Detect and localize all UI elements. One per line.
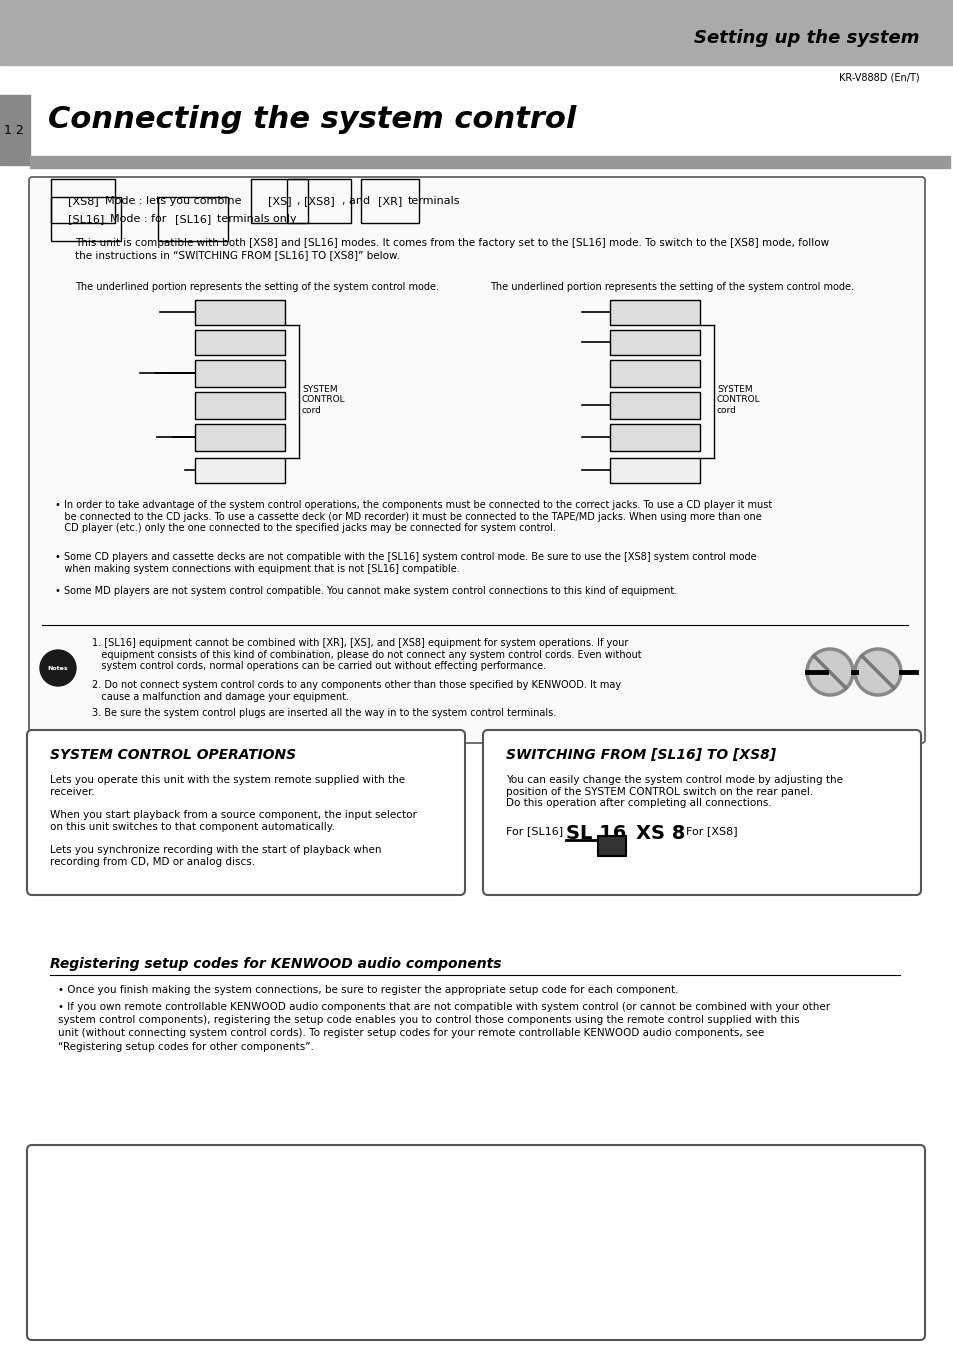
Bar bbox=[194, 330, 285, 355]
Text: [SL16]: [SL16] bbox=[174, 213, 211, 224]
Text: XS 8: XS 8 bbox=[636, 824, 684, 843]
Text: When you start playback from a source component, the input selector
on this unit: When you start playback from a source co… bbox=[50, 811, 416, 832]
Text: Connecting the system control: Connecting the system control bbox=[48, 105, 576, 135]
Text: This unit is compatible with both [XS8] and [SL16] modes. It comes from the fact: This unit is compatible with both [XS8] … bbox=[75, 238, 828, 259]
Bar bbox=[609, 424, 700, 451]
Bar bbox=[0, 95, 30, 165]
Text: ,: , bbox=[295, 196, 299, 205]
Text: • Some CD players and cassette decks are not compatible with the [SL16] system c: • Some CD players and cassette decks are… bbox=[55, 553, 756, 574]
Bar bbox=[194, 300, 285, 326]
Circle shape bbox=[854, 648, 900, 694]
Text: terminals: terminals bbox=[408, 196, 460, 205]
Bar bbox=[609, 392, 700, 419]
Bar bbox=[609, 458, 700, 484]
Text: SYSTEM
CONTROL
cord: SYSTEM CONTROL cord bbox=[717, 385, 760, 415]
Text: • If you own remote controllable KENWOOD audio components that are not compatibl: • If you own remote controllable KENWOOD… bbox=[58, 1002, 829, 1051]
Text: SYSTEM
CONTROL
cord: SYSTEM CONTROL cord bbox=[302, 385, 345, 415]
Bar bbox=[0, 0, 953, 65]
Text: [XS8]: [XS8] bbox=[68, 196, 99, 205]
Text: [XS]: [XS] bbox=[268, 196, 292, 205]
Text: The underlined portion represents the setting of the system control mode.: The underlined portion represents the se… bbox=[75, 282, 438, 292]
Text: [XS8]: [XS8] bbox=[304, 196, 335, 205]
Ellipse shape bbox=[40, 650, 76, 686]
Bar bbox=[609, 300, 700, 326]
Text: Setting up the system: Setting up the system bbox=[694, 28, 919, 47]
Text: • Once you finish making the system connections, be sure to register the appropr: • Once you finish making the system conn… bbox=[58, 985, 678, 994]
Text: terminals only: terminals only bbox=[216, 213, 296, 224]
Text: SYSTEM CONTROL OPERATIONS: SYSTEM CONTROL OPERATIONS bbox=[50, 748, 295, 762]
Text: The underlined portion represents the setting of the system control mode.: The underlined portion represents the se… bbox=[490, 282, 853, 292]
Bar bbox=[609, 330, 700, 355]
Text: 1 2: 1 2 bbox=[4, 123, 24, 136]
Bar bbox=[194, 392, 285, 419]
Circle shape bbox=[806, 648, 852, 694]
Bar bbox=[194, 359, 285, 386]
FancyBboxPatch shape bbox=[27, 1146, 924, 1340]
Text: [XR]: [XR] bbox=[377, 196, 402, 205]
Text: For [XS8]: For [XS8] bbox=[685, 825, 737, 836]
Text: • In order to take advantage of the system control operations, the components mu: • In order to take advantage of the syst… bbox=[55, 500, 771, 534]
FancyBboxPatch shape bbox=[27, 730, 464, 894]
Text: Registering setup codes for KENWOOD audio components: Registering setup codes for KENWOOD audi… bbox=[50, 957, 501, 971]
Bar bbox=[194, 458, 285, 484]
Bar bbox=[30, 155, 949, 168]
Text: Lets you operate this unit with the system remote supplied with the
receiver.: Lets you operate this unit with the syst… bbox=[50, 775, 405, 797]
Text: Mode : lets you combine: Mode : lets you combine bbox=[105, 196, 241, 205]
Text: SWITCHING FROM [SL16] TO [XS8]: SWITCHING FROM [SL16] TO [XS8] bbox=[505, 748, 776, 762]
Text: You can easily change the system control mode by adjusting the
position of the S: You can easily change the system control… bbox=[505, 775, 842, 808]
Text: 3. Be sure the system control plugs are inserted all the way in to the system co: 3. Be sure the system control plugs are … bbox=[91, 708, 556, 717]
FancyBboxPatch shape bbox=[29, 177, 924, 743]
Text: , and: , and bbox=[341, 196, 370, 205]
Text: 1. [SL16] equipment cannot be combined with [XR], [XS], and [XS8] equipment for : 1. [SL16] equipment cannot be combined w… bbox=[91, 638, 641, 671]
Text: KR-V888D (En/T): KR-V888D (En/T) bbox=[839, 73, 919, 82]
Text: Mode : for: Mode : for bbox=[110, 213, 166, 224]
Text: For [SL16]: For [SL16] bbox=[505, 825, 562, 836]
Text: • Some MD players are not system control compatible. You cannot make system cont: • Some MD players are not system control… bbox=[55, 586, 677, 596]
Text: 2. Do not connect system control cords to any components other than those specif: 2. Do not connect system control cords t… bbox=[91, 680, 620, 701]
Text: Notes: Notes bbox=[48, 666, 69, 670]
Text: SL 16: SL 16 bbox=[565, 824, 626, 843]
FancyBboxPatch shape bbox=[482, 730, 920, 894]
Text: [SL16]: [SL16] bbox=[68, 213, 104, 224]
Text: Lets you synchronize recording with the start of playback when
recording from CD: Lets you synchronize recording with the … bbox=[50, 844, 381, 866]
Bar bbox=[609, 359, 700, 386]
Bar bbox=[598, 836, 625, 857]
Bar bbox=[194, 424, 285, 451]
